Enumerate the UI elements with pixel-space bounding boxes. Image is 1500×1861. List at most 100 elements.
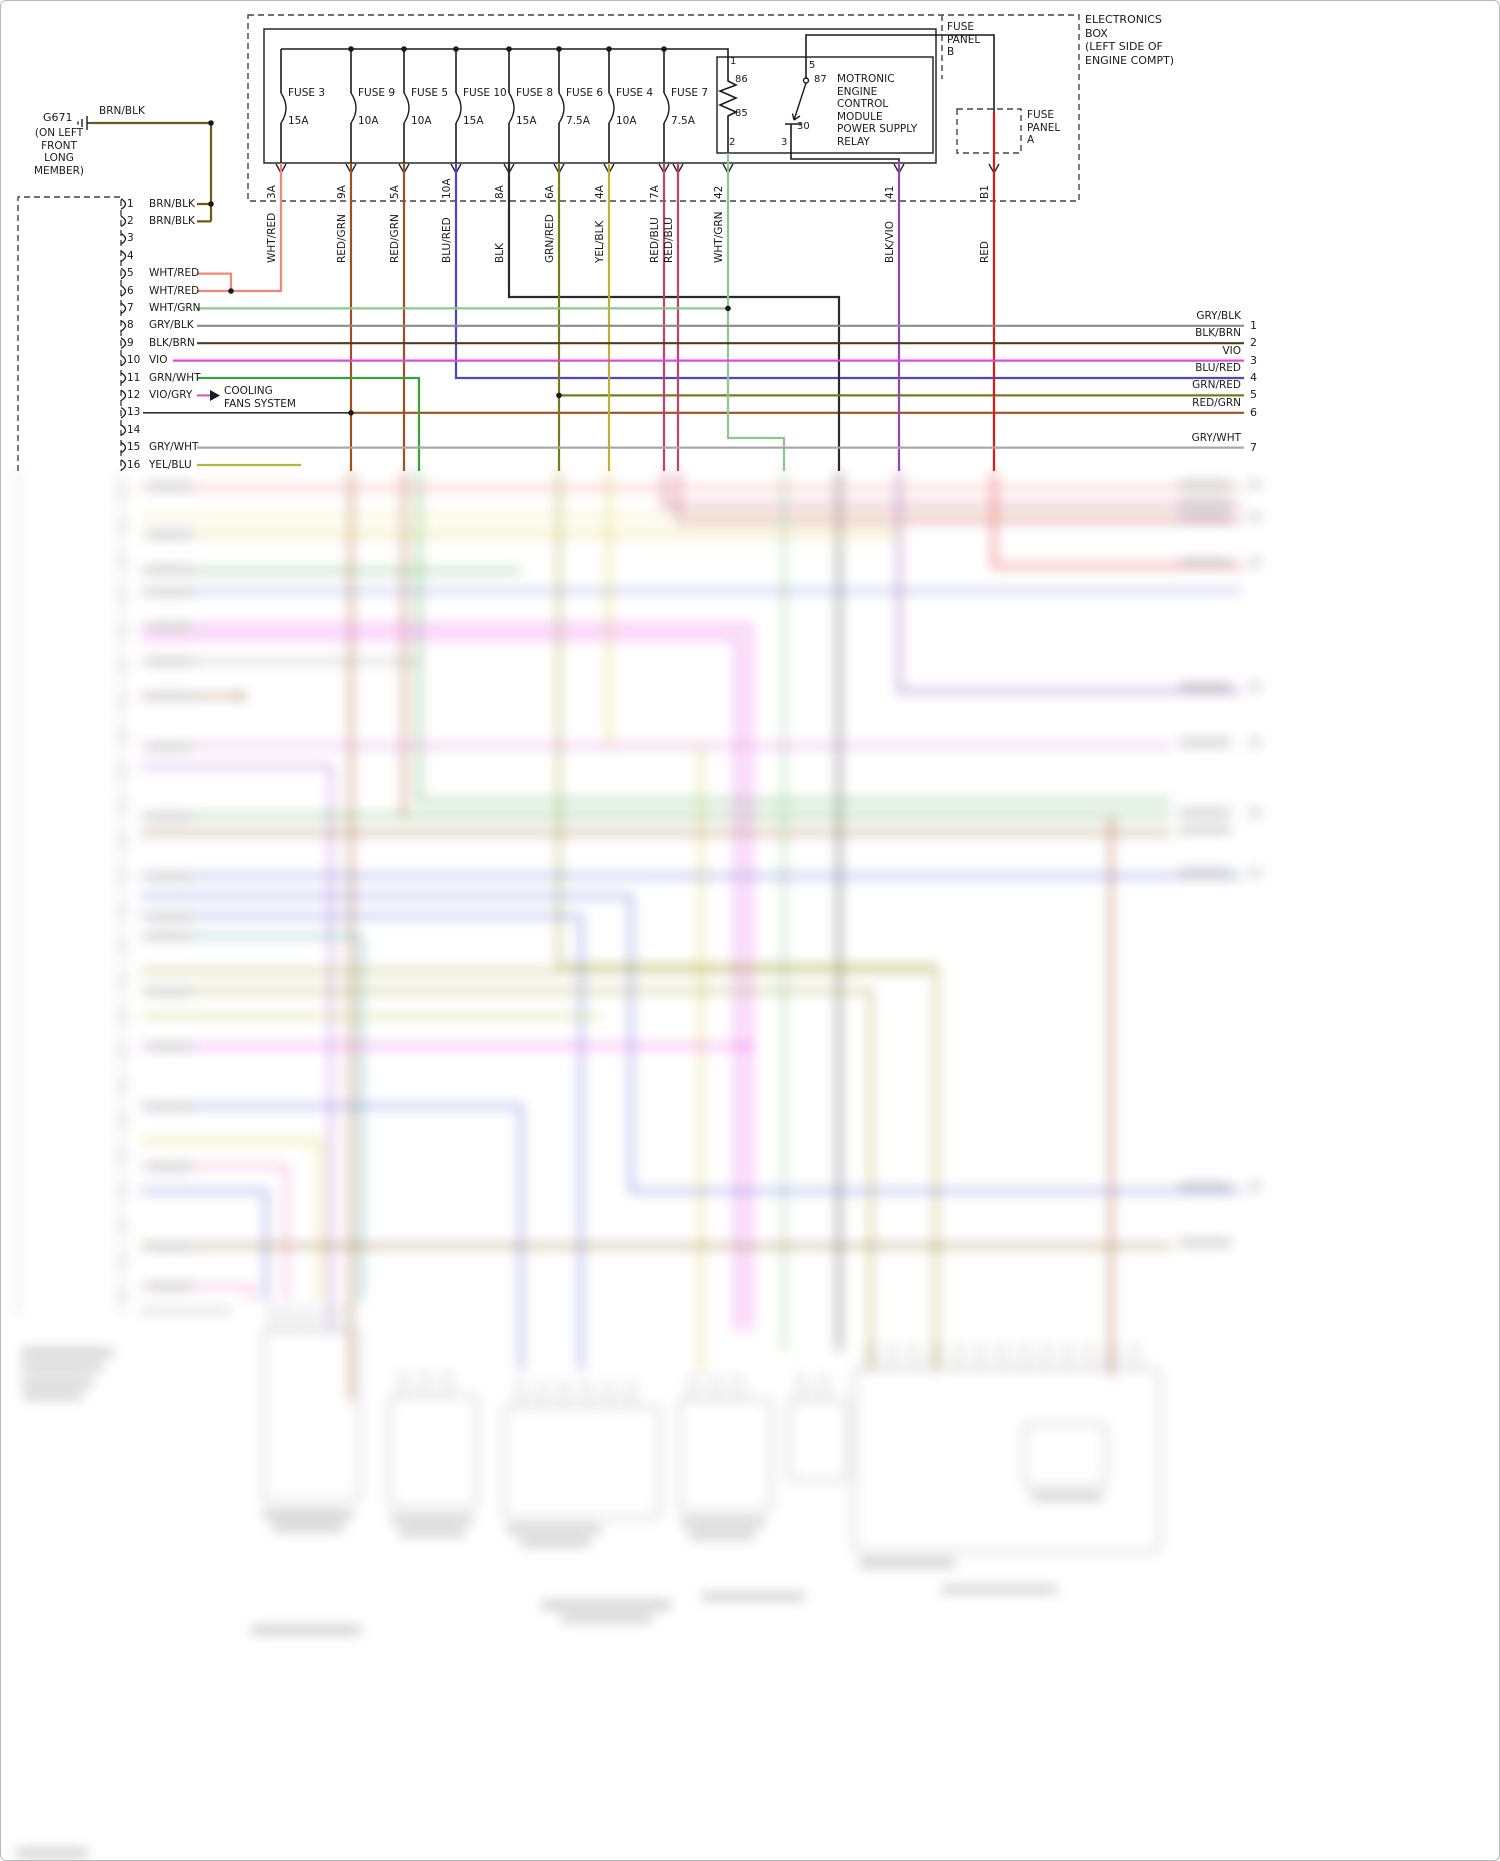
connector-pin-number: 5	[127, 267, 134, 280]
drop-color: RED/BLU	[663, 217, 675, 263]
exit-color: GRN/RED	[1192, 379, 1241, 392]
relay-pin-label: 5	[809, 60, 816, 71]
wire-grn-red	[557, 163, 1244, 471]
fuse-amps: 15A	[288, 115, 309, 127]
connector-pin-color: GRY/BLK	[149, 319, 194, 332]
drop-color: RED/GRN	[336, 214, 348, 263]
connector-pin-number: 9	[127, 336, 134, 349]
wire-red-blu	[662, 163, 680, 471]
drop-id: 9A	[336, 185, 348, 199]
exit-color: VIO	[1222, 344, 1241, 357]
drop-id: 7A	[649, 185, 661, 199]
drop-id: 4A	[594, 185, 606, 199]
solid-boxes	[263, 28, 937, 164]
relay-box-outline	[716, 56, 934, 154]
drop-id: 41	[884, 185, 896, 199]
ground-symbol	[77, 116, 91, 130]
drop-id: 42	[713, 185, 725, 199]
drop-id: 8A	[494, 185, 506, 199]
connector-pin-color: VIO/GRY	[149, 388, 193, 401]
drop-color: YEL/BLK	[594, 220, 606, 263]
wiring-svg-top	[17, 14, 1244, 471]
connector-pin-number: 11	[127, 371, 141, 384]
fuse-name: FUSE 4	[616, 87, 654, 99]
connector-pin-number: 13	[127, 406, 141, 419]
fuse-amps: 15A	[463, 115, 484, 127]
electronics-box-label: ELECTRONICS BOX (LEFT SIDE OF ENGINE COM…	[1085, 13, 1175, 67]
drop-color: RED	[979, 240, 991, 263]
connector-pin-color: BLK/BRN	[149, 336, 195, 349]
exit-number: 5	[1250, 388, 1257, 402]
connector-pin-color: BRN/BLK	[149, 214, 195, 227]
connector-pin-number: 4	[127, 249, 134, 262]
fuse-amps: 7.5A	[566, 115, 590, 127]
drop-color: BLK	[494, 243, 506, 263]
relay-pin-label: 2	[729, 137, 736, 148]
relay-pin5-feed	[805, 34, 995, 113]
fuse-name: FUSE 3	[288, 87, 326, 99]
fuse-bus	[281, 48, 729, 57]
wire-grn-wht	[197, 376, 421, 471]
exit-number: 4	[1250, 371, 1257, 384]
wire-wht-grn	[197, 153, 786, 471]
exit-color: GRY/WHT	[1191, 431, 1241, 444]
relay-coil	[717, 57, 738, 153]
fuse-name: FUSE 5	[411, 87, 449, 99]
cooling-fans-label: COOLING FANS SYSTEM	[224, 385, 296, 410]
exit-number: 1	[1250, 318, 1257, 332]
exit-number: 6	[1250, 405, 1257, 419]
drop-color: BLK/VIO	[884, 220, 896, 263]
relay-pin-label: 1	[730, 56, 737, 67]
connector-pin-color: VIO	[149, 354, 168, 367]
drop-color: RED/BLU	[649, 217, 661, 263]
connector-pin-number: 10	[127, 354, 141, 367]
relay-pin-label: 85	[735, 108, 748, 119]
connector-pin-number: 8	[127, 319, 134, 332]
exit-color: BLK/BRN	[1195, 327, 1241, 340]
fuse-amps: 10A	[358, 115, 379, 127]
drop-color: GRN/RED	[544, 214, 556, 263]
colored-wires	[91, 113, 1244, 471]
fuse-amps: 7.5A	[671, 115, 695, 127]
connector-pin-color: WHT/GRN	[149, 301, 201, 314]
relay-pin-label: 86	[735, 74, 748, 85]
connector-pin-number: 16	[127, 458, 141, 471]
ground-wire-color: BRN/BLK	[99, 105, 145, 117]
exit-color: RED/GRN	[1192, 396, 1241, 409]
fuse-name: FUSE 7	[671, 87, 709, 99]
connector-pin-number: 14	[127, 423, 141, 436]
drop-id: 10A	[441, 178, 453, 199]
connector-pin-brackets	[120, 198, 127, 471]
drop-id: B1	[979, 185, 991, 199]
connector-pin-color: WHT/RED	[149, 267, 200, 280]
drop-id: 3A	[266, 185, 278, 199]
fuse-panel-a-outline	[956, 108, 1022, 154]
left-connector-outline	[17, 196, 122, 471]
fuse-name: FUSE 9	[358, 87, 396, 99]
ground-id: G671	[43, 111, 73, 124]
connector-pin-number: 12	[127, 388, 141, 401]
connector-pin-color: BRN/BLK	[149, 197, 195, 210]
fuse-panel-b-label: FUSE PANEL B	[947, 21, 981, 58]
fuse-amps: 10A	[616, 115, 637, 127]
exit-color: GRY/BLK	[1196, 309, 1241, 322]
connector-pin-number: 3	[127, 232, 134, 245]
wire-blk	[507, 163, 841, 471]
drop-color: BLU/RED	[441, 217, 453, 263]
drop-color: WHT/GRN	[713, 211, 725, 263]
connector-pin-color: GRN/WHT	[149, 371, 201, 384]
connector-pin-color: GRY/WHT	[149, 441, 199, 454]
fuse-name: FUSE 10	[463, 87, 507, 99]
fuse-elements	[280, 92, 670, 124]
relay-pin-label: 87	[814, 74, 827, 85]
blurred-lower-diagram	[1, 471, 1499, 1860]
connector-pin-number: 6	[127, 284, 134, 297]
exit-color: BLU/RED	[1195, 362, 1241, 374]
drop-color: WHT/RED	[266, 212, 278, 263]
fuse-box-outline	[263, 28, 937, 164]
exit-arrows	[275, 163, 1000, 175]
fuse-name: FUSE 8	[516, 87, 554, 99]
wire-red-grn	[349, 163, 1244, 471]
junction-dots	[208, 46, 731, 416]
exit-number: 7	[1250, 440, 1257, 454]
